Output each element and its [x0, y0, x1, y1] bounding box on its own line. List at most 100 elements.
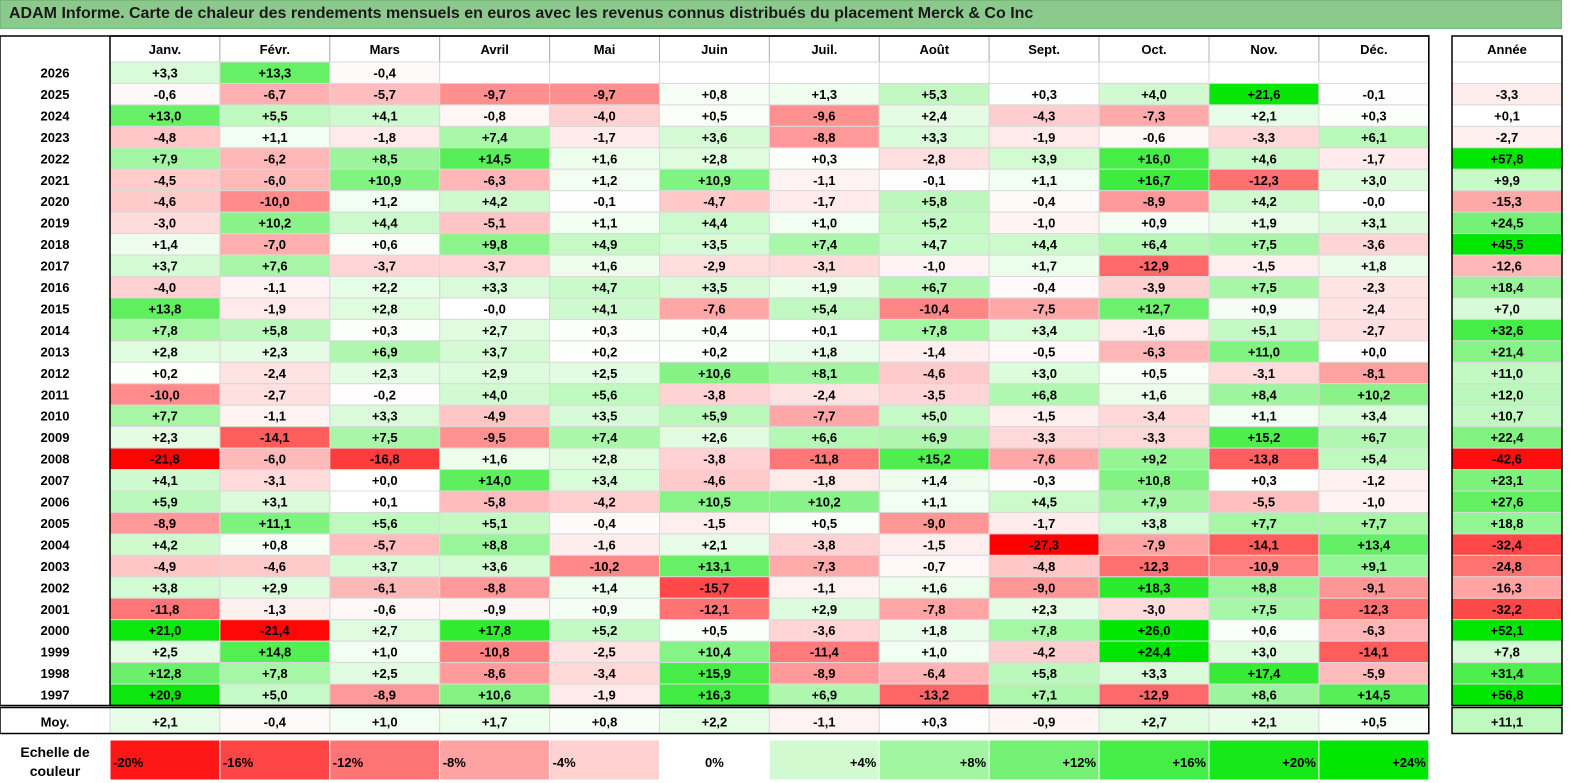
heatmap-cell-value: -6,0: [264, 452, 286, 467]
heatmap-cell-value: -9,7: [593, 87, 615, 102]
heatmap-cell-value: -5,7: [374, 87, 396, 102]
heatmap-cell-value: -1,7: [1033, 516, 1055, 531]
heatmap-cell-value: -0,1: [1363, 87, 1385, 102]
heatmap-cell-value: +2,5: [152, 645, 178, 660]
heatmap-cell-value: -7,6: [703, 301, 725, 316]
heatmap-cell-value: -11,4: [810, 645, 840, 660]
year-total-value: +12,0: [1491, 387, 1524, 402]
heatmap-cell-value: -12,9: [1139, 259, 1169, 274]
heatmap-cell-value: +6,9: [372, 344, 398, 359]
heatmap-cell-value: +1,9: [1251, 216, 1277, 231]
column-header-label: Août: [919, 42, 949, 57]
heatmap-cell-value: +2,8: [152, 344, 178, 359]
heatmap-cell-value: +2,7: [482, 323, 508, 338]
heatmap-cell-value: -1,7: [593, 130, 615, 145]
heatmap-cell-value: -6,0: [264, 173, 286, 188]
heatmap-cell-value: +7,9: [1141, 495, 1167, 510]
heatmap-cell-value: -1,6: [1143, 323, 1165, 338]
heatmap-cell-value: -8,8: [483, 580, 505, 595]
heatmap-cell-value: +1,1: [1031, 173, 1057, 188]
heatmap-cell-value: +10,5: [698, 495, 731, 510]
heatmap-cell-value: +6,9: [921, 430, 947, 445]
average-cell-value: +2,2: [702, 715, 728, 730]
heatmap-cell-value: +7,5: [1251, 602, 1277, 617]
heatmap-cell-value: +7,4: [812, 237, 838, 252]
column-header-cell: [659, 35, 770, 63]
heatmap-cell-value: +8,1: [812, 366, 838, 381]
column-header-label: Avril: [480, 42, 508, 57]
column-header-label: Juin: [701, 42, 728, 57]
heatmap-cell-value: -2,4: [813, 387, 836, 402]
color-scale-swatch: [1318, 739, 1430, 781]
heatmap-cell-value: +1,6: [921, 580, 947, 595]
heatmap-cell-value: +2,9: [812, 602, 838, 617]
heatmap-cell-value: +2,1: [702, 537, 728, 552]
heatmap-cell-value: +3,6: [702, 130, 728, 145]
heatmap-cell-value: +3,4: [1031, 323, 1057, 338]
heatmap-cell-value: -10,0: [260, 194, 290, 209]
heatmap-cell-value: +13,8: [148, 301, 181, 316]
heatmap-cell-value: -1,7: [1363, 151, 1385, 166]
heatmap-cell-value: +7,8: [921, 323, 947, 338]
color-scale-label: +16%: [1172, 755, 1206, 770]
row-year-label: 2008: [41, 452, 70, 467]
row-year-label: 2021: [41, 173, 70, 188]
heatmap-cell-value: +8,8: [1251, 580, 1277, 595]
heatmap-cell-value: -8,9: [374, 688, 396, 703]
row-year-label: 2025: [41, 87, 70, 102]
heatmap-cell-value: -4,6: [923, 366, 945, 381]
color-scale-label: +20%: [1282, 755, 1316, 770]
heatmap-cell-value: +1,0: [921, 645, 947, 660]
heatmap-cell-value: -1,0: [1033, 216, 1055, 231]
heatmap-cell-value: +16,3: [698, 688, 731, 703]
heatmap-cell-value: -3,6: [1363, 237, 1385, 252]
heatmap-cell-value: -8,1: [1363, 366, 1385, 381]
heatmap-cell-value: -1,5: [1253, 259, 1275, 274]
heatmap-cell-value: +6,9: [812, 688, 838, 703]
year-total-value: +11,0: [1491, 366, 1523, 381]
color-scale-swatch: [329, 739, 441, 781]
heatmap-cell-value: +4,4: [702, 216, 728, 231]
heatmap-cell-value: -4,6: [703, 473, 725, 488]
heatmap-cell-value: +7,8: [152, 323, 178, 338]
heatmap-cell-value: -6,3: [1363, 623, 1385, 638]
average-cell-value: +2,1: [1251, 715, 1277, 730]
heatmap-cell-value: +10,2: [1357, 387, 1390, 402]
color-scale-swatch: [109, 739, 221, 781]
year-total-value: -15,3: [1492, 194, 1522, 209]
heatmap-cell-value: +1,4: [152, 237, 178, 252]
average-cell: [878, 707, 990, 734]
heatmap-cell-value: +4,2: [152, 537, 178, 552]
heatmap-cell-value: +1,0: [372, 645, 398, 660]
heatmap-cell-value: -7,9: [1143, 537, 1165, 552]
heatmap-cell-value: +13,0: [148, 108, 181, 123]
heatmap-cell-value: +7,7: [152, 409, 178, 424]
heatmap-cell-value: -3,8: [813, 537, 835, 552]
heatmap-cell-value: -21,4: [260, 623, 290, 638]
color-scale-swatch: [439, 739, 551, 781]
heatmap-cell-value: -12,9: [1139, 688, 1169, 703]
year-total-value: +27,6: [1491, 495, 1524, 510]
heatmap-cell: [1318, 61, 1430, 84]
heatmap-cell-value: +2,5: [592, 366, 618, 381]
heatmap-cell-value: +14,5: [1357, 688, 1390, 703]
row-year-label: 2006: [41, 495, 70, 510]
heatmap-cell-value: +1,1: [1251, 409, 1277, 424]
heatmap-cell-value: -0,0: [483, 301, 505, 316]
heatmap-cell: [1098, 61, 1210, 84]
heatmap-cell-value: -9,1: [1363, 580, 1385, 595]
heatmap-cell-value: -0,7: [923, 559, 945, 574]
heatmap-cell-value: +5,5: [262, 108, 288, 123]
heatmap-cell-value: -13,8: [1249, 452, 1279, 467]
heatmap-cell-value: -6,1: [374, 580, 396, 595]
heatmap-cell-value: -11,8: [810, 452, 839, 467]
color-scale-label: -4%: [553, 755, 577, 770]
heatmap-cell-value: +0,2: [702, 344, 728, 359]
heatmap-cell-value: +17,4: [1247, 666, 1281, 681]
heatmap-cell-value: +5,0: [921, 409, 947, 424]
heatmap-cell-value: +18,3: [1138, 580, 1171, 595]
column-header-label: Mai: [594, 42, 616, 57]
heatmap-cell-value: -1,1: [264, 409, 286, 424]
heatmap-cell-value: +2,9: [482, 366, 508, 381]
heatmap-cell-value: +7,4: [482, 130, 508, 145]
